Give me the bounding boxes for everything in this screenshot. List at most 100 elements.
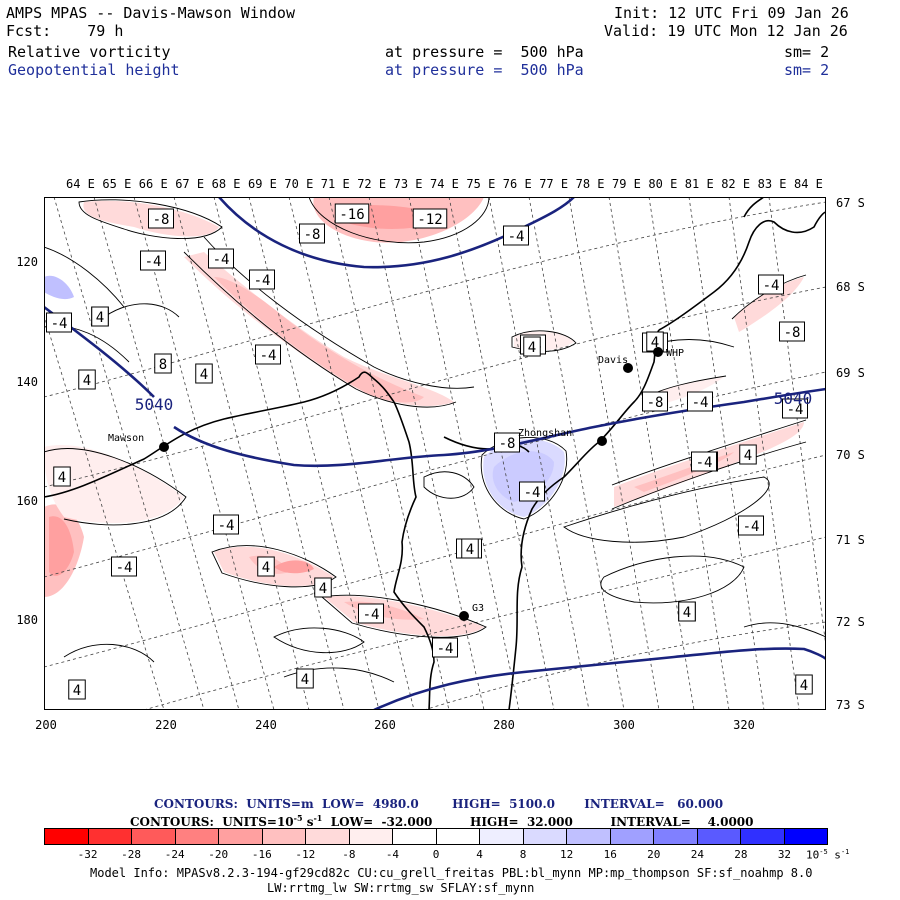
vorticity-label: -12 (412, 208, 448, 229)
vorticity-label: -4 (687, 391, 713, 412)
station-davis: Davis (598, 355, 633, 373)
vorticity-label: -4 (111, 556, 137, 577)
vorticity-label: 4 (461, 538, 479, 559)
top-longitude-label: 76 E (502, 177, 532, 191)
color-bar-swatch (45, 829, 89, 844)
bottom-axis-tick-label: 220 (155, 718, 177, 732)
color-bar-label: 12 (560, 848, 574, 861)
svg-text:-4: -4 (743, 519, 760, 535)
vorticity-label: -4 (691, 451, 717, 472)
vorticity-label: -16 (334, 203, 370, 224)
svg-text:-4: -4 (51, 316, 68, 332)
svg-text:-4: -4 (213, 252, 230, 268)
svg-text:4: 4 (800, 678, 808, 694)
svg-text:Mawson: Mawson (108, 433, 144, 444)
height-labels: 5040 5040 (135, 389, 813, 414)
top-longitude-label: 82 E (721, 177, 751, 191)
svg-text:-4: -4 (254, 273, 271, 289)
color-bar-swatch (567, 829, 611, 844)
color-bar-swatch (436, 829, 480, 844)
vorticity-contours (44, 197, 826, 683)
svg-text:-4: -4 (116, 560, 133, 576)
field2-smoothing: sm= 2 (784, 61, 830, 79)
left-axis-tick-label: 120 (16, 255, 38, 269)
bottom-axis-tick-label: 260 (374, 718, 396, 732)
top-longitude-label: 81 E (684, 177, 714, 191)
vorticity-label: -8 (779, 321, 805, 342)
svg-text:-4: -4 (508, 229, 525, 245)
svg-text:4: 4 (466, 542, 474, 558)
svg-text:-4: -4 (437, 641, 454, 657)
svg-text:4: 4 (683, 605, 691, 621)
color-bar-label: -24 (164, 848, 185, 861)
vorticity-label: 4 (257, 556, 275, 577)
color-bar-label: -4 (385, 848, 400, 861)
vorticity-label: -4 (782, 398, 808, 419)
svg-text:-8: -8 (647, 395, 664, 411)
bottom-axis-tick-label: 200 (35, 718, 57, 732)
vorticity-label: -4 (46, 312, 72, 333)
svg-text:-4: -4 (763, 278, 780, 294)
color-bar-swatch (741, 829, 785, 844)
top-longitude-label: 68 E (211, 177, 241, 191)
svg-text:-4: -4 (787, 402, 804, 418)
right-latitude-label: 67 S (836, 196, 865, 210)
station-whp: WHP (653, 347, 684, 359)
vorticity-label: -8 (148, 208, 174, 229)
right-latitude-label: 70 S (836, 448, 865, 462)
svg-text:-4: -4 (145, 254, 162, 270)
color-bar-swatch (219, 829, 263, 844)
svg-text:-8: -8 (304, 227, 321, 243)
bottom-axis-tick-label: 280 (493, 718, 515, 732)
color-bar-label: 32 (777, 848, 792, 861)
color-bar-swatch (784, 829, 827, 844)
top-longitude-label: 65 E (102, 177, 132, 191)
color-bar-label: -8 (342, 848, 356, 861)
color-bar-swatch (306, 829, 350, 844)
top-longitude-label: 73 E (393, 177, 423, 191)
color-bar-label: -16 (251, 848, 272, 861)
bottom-axis-tick-label: 300 (613, 718, 635, 732)
top-longitude-label: 77 E (539, 177, 569, 191)
svg-text:-8: -8 (499, 436, 516, 452)
vorticity-label: 4 (53, 466, 71, 487)
top-longitude-label: 67 E (175, 177, 205, 191)
color-bar (44, 828, 828, 845)
vorticity-label: 4 (195, 363, 213, 384)
color-bar-unit: 10-5 s-1 (806, 848, 850, 862)
vorticity-label: -8 (494, 432, 520, 453)
svg-text:4: 4 (96, 310, 104, 326)
color-bar-swatch (393, 829, 437, 844)
vorticity-label: -4 (758, 274, 784, 295)
height-contour-label: 5040 (135, 395, 174, 414)
vorticity-label: 4 (314, 577, 332, 598)
color-bar-swatch (480, 829, 524, 844)
svg-text:4: 4 (73, 683, 81, 699)
top-longitude-label: 72 E (357, 177, 387, 191)
svg-text:-4: -4 (363, 607, 380, 623)
model-physics: LW:rrtmg_lw SW:rrtmg_sw SFLAY:sf_mynn (267, 881, 535, 895)
right-latitude-label: 71 S (836, 533, 865, 547)
right-latitude-label: 68 S (836, 280, 865, 294)
vorticity-label: 4 (68, 679, 86, 700)
svg-text:4: 4 (301, 672, 309, 688)
svg-text:-4: -4 (524, 485, 541, 501)
height-contour-info: CONTOURS: UNITS=m LOW= 4980.0 HIGH= 5100… (154, 797, 724, 811)
station-g3: G3 (459, 603, 484, 621)
field2-level: at pressure = 500 hPa (385, 61, 584, 79)
color-bar-swatch (523, 829, 567, 844)
vorticity-label: -4 (738, 515, 764, 536)
valid-time: Valid: 19 UTC Mon 12 Jan 26 (604, 22, 848, 40)
left-axis-tick-label: 180 (16, 613, 38, 627)
top-longitude-label: 78 E (575, 177, 605, 191)
height-contour-label: 5040 (774, 389, 813, 408)
vorticity-label: 4 (78, 369, 96, 390)
vorticity-label: -4 (140, 250, 166, 271)
top-longitude-label: 70 E (284, 177, 314, 191)
left-axis-tick-label: 160 (16, 494, 38, 508)
vorticity-label: -8 (299, 223, 325, 244)
forecast-hour: Fcst: 79 h (6, 22, 124, 40)
top-longitude-label: 79 E (612, 177, 641, 191)
svg-text:8: 8 (159, 357, 167, 373)
left-axis-tick-label: 140 (16, 375, 38, 389)
